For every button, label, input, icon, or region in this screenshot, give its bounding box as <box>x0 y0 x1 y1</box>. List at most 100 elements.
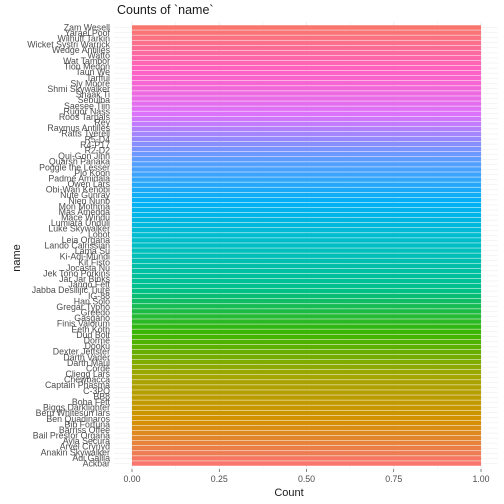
y-tick-label: Luke Skywalker <box>48 224 110 234</box>
bar <box>132 430 481 436</box>
bar <box>132 298 481 304</box>
bar <box>132 217 481 223</box>
bar <box>132 106 481 111</box>
bar <box>132 222 481 228</box>
y-tick-label: Padmé Amidala <box>48 173 110 183</box>
bar <box>132 136 481 142</box>
y-tick-label: Greedo <box>81 308 110 318</box>
bar <box>132 243 481 248</box>
x-tick-label: 0.75 <box>385 474 402 484</box>
bar <box>132 339 481 345</box>
y-tick-label: Dooku <box>85 341 111 351</box>
bar <box>132 116 481 122</box>
bar <box>132 70 481 76</box>
y-tick-label: Darth Maul <box>67 358 110 368</box>
bar <box>132 151 481 157</box>
y-tick-label: Rey <box>94 118 110 128</box>
y-tick-label: Yarael Poof <box>65 28 111 38</box>
y-tick-label: Han Solo <box>74 296 110 306</box>
y-tick-label: Zam Wesell <box>64 23 110 33</box>
y-tick-label: Ackbar <box>83 458 110 468</box>
bar <box>132 228 481 233</box>
y-tick-label: IG-88 <box>88 291 110 301</box>
y-tick-label: Quarsh Panaka <box>49 157 110 167</box>
bar <box>132 329 481 334</box>
bar <box>132 202 481 208</box>
bar <box>132 121 481 127</box>
x-tick-label: 1.00 <box>472 474 489 484</box>
bar <box>132 283 481 289</box>
y-tick-label: Captain Phasma <box>45 380 110 390</box>
y-tick-label: Roos Tarpals <box>59 112 111 122</box>
y-tick-label: Gregar Typho <box>56 302 110 312</box>
bar <box>132 293 481 299</box>
y-tick-label: Ki-Adi-Mundi <box>60 252 110 262</box>
y-tick-label: Barriss Offee <box>59 425 110 435</box>
bar <box>132 65 481 71</box>
bar <box>132 238 481 243</box>
bar <box>132 405 481 410</box>
y-tick-label: Wedge Antilles <box>52 45 111 55</box>
bar <box>132 30 481 35</box>
bar <box>132 91 481 96</box>
bar <box>132 187 481 193</box>
bar <box>132 375 481 380</box>
y-tick-label: Raymus Antilles <box>47 123 110 133</box>
bar <box>132 258 481 263</box>
bar <box>132 288 481 294</box>
bar <box>132 461 481 466</box>
bar <box>132 207 481 213</box>
y-tick-label: Bib Fortuna <box>65 419 111 429</box>
y-tick-label: Shaak Ti <box>76 90 110 100</box>
y-tick-label: R2-D2 <box>85 145 111 155</box>
bar <box>132 141 481 147</box>
y-tick-label: Lobot <box>88 229 111 239</box>
x-tick-label: 0.00 <box>123 474 140 484</box>
bar <box>132 400 481 405</box>
y-tick-label: Anakin Skywalker <box>41 447 110 457</box>
bar <box>132 314 481 319</box>
y-tick-label: Sebulba <box>78 95 110 105</box>
y-tick-label: Arvel Crynyd <box>60 442 110 452</box>
y-tick-label: Mon Mothma <box>59 201 110 211</box>
bar <box>132 111 481 116</box>
y-tick-label: Eeth Koth <box>71 324 110 334</box>
y-tick-label: Owen Lars <box>67 179 110 189</box>
bar <box>132 344 481 350</box>
x-tick-labels: 0.00 0.25 0.50 0.75 1.00 <box>123 469 490 484</box>
y-tick-label: Lumiara Unduli <box>51 218 110 228</box>
bar <box>132 359 481 365</box>
bar <box>132 309 481 314</box>
y-tick-label: Mas Amedda <box>59 207 110 217</box>
y-tick-label: Bail Prestor Organa <box>33 431 110 441</box>
bar <box>132 263 481 269</box>
y-tick-label: Shmi Skywalker <box>47 84 110 94</box>
y-tick-label: Lando Calrissian <box>44 241 110 251</box>
bar <box>132 364 481 370</box>
bar <box>132 60 481 66</box>
y-tick-label: Biggs Darklighter <box>43 403 110 413</box>
y-tick-label: Dud Bolt <box>76 330 110 340</box>
y-tick-label: BB8 <box>93 391 110 401</box>
y-tick-label: R4-P17 <box>80 140 110 150</box>
bar <box>132 40 481 46</box>
bar <box>132 96 481 101</box>
bar <box>132 435 481 441</box>
y-tick-label: Cordé <box>86 363 110 373</box>
bar <box>132 319 481 324</box>
y-tick-label: Plo Koon <box>74 168 110 178</box>
bar <box>132 50 481 56</box>
bar <box>132 380 481 385</box>
bar <box>132 182 481 187</box>
y-tick-label: Poggle the Lesser <box>39 162 110 172</box>
bar <box>132 324 481 329</box>
bar <box>132 197 481 203</box>
y-tick-label: Jar Jar Binks <box>59 274 110 284</box>
x-axis-label: Count <box>274 487 304 499</box>
y-tick-label: Watto <box>87 50 110 60</box>
bar <box>132 233 481 238</box>
bar <box>132 146 481 152</box>
bar <box>132 25 481 30</box>
bar <box>132 349 481 355</box>
